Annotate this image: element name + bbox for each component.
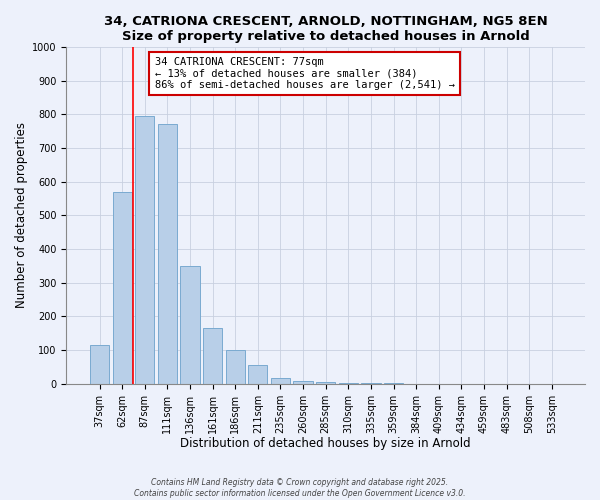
Bar [226, 350, 245, 384]
Bar [248, 365, 268, 384]
Y-axis label: Number of detached properties: Number of detached properties [15, 122, 28, 308]
Bar [181, 266, 200, 384]
X-axis label: Distribution of detached houses by size in Arnold: Distribution of detached houses by size … [181, 437, 471, 450]
Bar [271, 378, 290, 384]
Bar [158, 124, 177, 384]
Bar [293, 381, 313, 384]
Text: Contains HM Land Registry data © Crown copyright and database right 2025.
Contai: Contains HM Land Registry data © Crown c… [134, 478, 466, 498]
Bar [90, 345, 109, 384]
Bar [316, 382, 335, 384]
Title: 34, CATRIONA CRESCENT, ARNOLD, NOTTINGHAM, NG5 8EN
Size of property relative to : 34, CATRIONA CRESCENT, ARNOLD, NOTTINGHA… [104, 15, 548, 43]
Bar [203, 328, 222, 384]
Bar [338, 383, 358, 384]
Bar [113, 192, 132, 384]
Text: 34 CATRIONA CRESCENT: 77sqm
← 13% of detached houses are smaller (384)
86% of se: 34 CATRIONA CRESCENT: 77sqm ← 13% of det… [155, 57, 455, 90]
Bar [135, 116, 154, 384]
